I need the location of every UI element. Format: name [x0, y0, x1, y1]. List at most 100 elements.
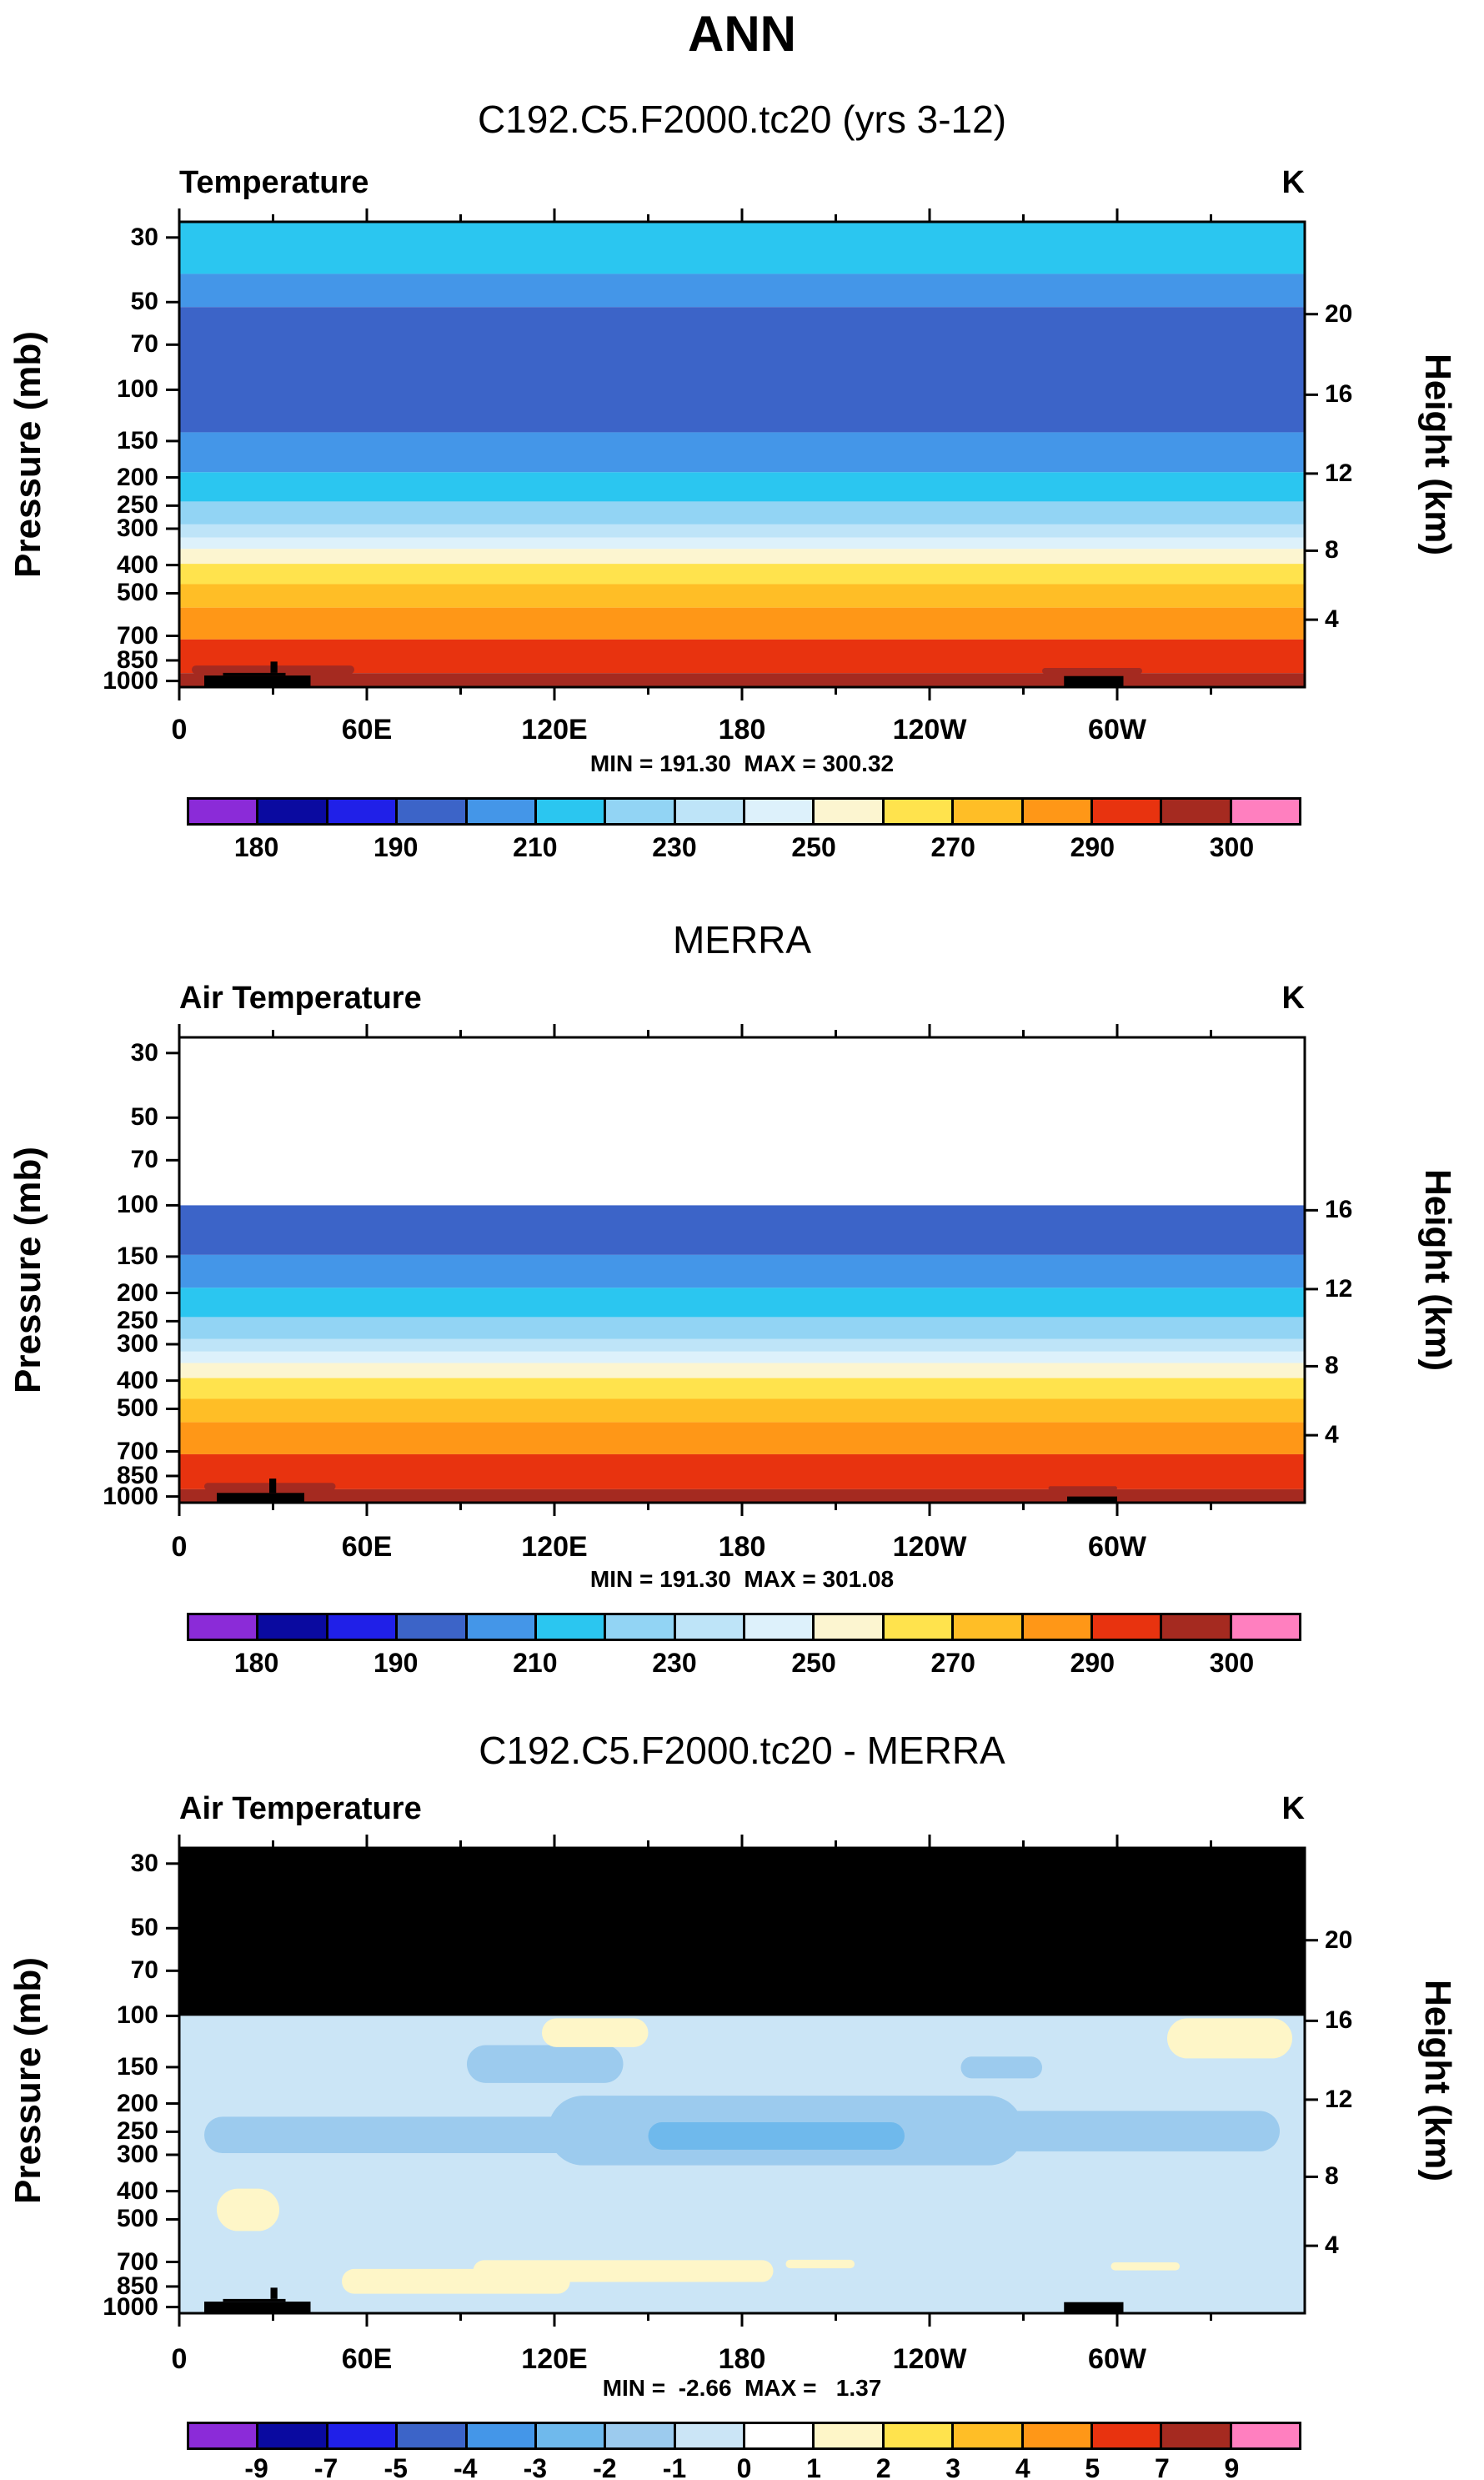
colorbar-segment [815, 1615, 885, 1639]
height-tick-label: 20 [1325, 299, 1353, 328]
colorbar-tick-label: 230 [652, 1648, 697, 1678]
diff-title: C192.C5.F2000.tc20 - MERRA [479, 1729, 1005, 1772]
colorbar-tick-label: -1 [662, 2453, 687, 2480]
colorbar-tick-label: 2 [875, 2453, 891, 2480]
height-tick-label: 4 [1325, 605, 1339, 634]
colorbar-tick-label: 210 [513, 1648, 558, 1678]
pressure-tick-label: 250 [116, 1307, 158, 1335]
panel-header-model: Temperature K [179, 165, 1305, 203]
temperature-colorbar [187, 1613, 1301, 1641]
pressure-axis-title: Pressure (mb) [8, 1147, 48, 1393]
pressure-tick-label: 700 [116, 1437, 158, 1465]
colorbar-tick-label: 5 [1085, 2453, 1100, 2480]
colorbar-segment [398, 800, 468, 823]
field-label: Temperature [179, 165, 369, 200]
colorbar-tick-label: 290 [1070, 832, 1116, 862]
units-label: K [1281, 165, 1305, 200]
plot-model [166, 208, 1318, 700]
temperature-colorbar [187, 797, 1301, 826]
pressure-tick-label: 500 [116, 1394, 158, 1423]
lon-tick-label: 0 [171, 714, 188, 746]
colorbar-segment [1092, 1615, 1163, 1639]
pressure-tick-label: 100 [116, 375, 158, 404]
pressure-axis-title: Pressure (mb) [8, 1957, 48, 2204]
longitude-axis-labels: 0 60E 120E 180 120W 60W [172, 714, 1305, 749]
colorbar-segment [675, 2424, 745, 2447]
pressure-tick-label: 850 [116, 1461, 158, 1489]
colorbar-segment [606, 800, 676, 823]
pressure-tick-label: 100 [116, 1191, 158, 1219]
pressure-tick-label: 200 [116, 463, 158, 491]
min-max-stats: MIN = 191.30 MAX = 301.08 [589, 1566, 895, 1592]
height-tick-label: 12 [1325, 2085, 1353, 2113]
colorbar-segment [954, 1615, 1024, 1639]
colorbar-tick-label: 270 [930, 832, 975, 862]
colorbar-tick-label: 230 [652, 832, 697, 862]
height-tick-label: 12 [1325, 1274, 1353, 1303]
min-max-stats: MIN = -2.66 MAX = 1.37 [602, 2375, 882, 2401]
lon-tick-label: 60E [341, 1531, 393, 1563]
colorbar-segment [675, 800, 745, 823]
pressure-tick-label: 30 [130, 1849, 158, 1877]
pressure-tick-label: 1000 [103, 666, 158, 695]
height-tick-label: 4 [1325, 2231, 1339, 2260]
pressure-tick-label: 200 [116, 1278, 158, 1307]
colorbar-segment [1231, 1615, 1299, 1639]
colorbar-tick-label: 270 [930, 1648, 975, 1678]
colorbar-segment [675, 1615, 745, 1639]
height-tick-label: 8 [1325, 536, 1339, 565]
pressure-tick-label: 850 [116, 2272, 158, 2300]
pressure-tick-label: 500 [116, 579, 158, 607]
difference-colorbar [187, 2422, 1301, 2450]
colorbar-segment [954, 800, 1024, 823]
pressure-tick-label: 300 [116, 1330, 158, 1358]
temperature-colorbar-labels: 180 190 210 230 250 270 290 300 [187, 1648, 1301, 1681]
pressure-tick-label: 700 [116, 2247, 158, 2276]
height-tick-label: 16 [1325, 380, 1353, 409]
colorbar-segment [189, 1615, 259, 1639]
colorbar-tick-label: 190 [373, 1648, 419, 1678]
colorbar-tick-label: 190 [373, 832, 419, 862]
colorbar-tick-label: 250 [791, 1648, 836, 1678]
pressure-axis-labels: 30 50 70 100 150 200 250 300 400 500 700 850 1000 [0, 1037, 158, 1509]
colorbar-segment [745, 1615, 815, 1639]
pressure-tick-label: 100 [116, 2001, 158, 2030]
pressure-tick-label: 500 [116, 2205, 158, 2233]
colorbar-tick-label: 7 [1154, 2453, 1170, 2480]
colorbar-segment [954, 2424, 1024, 2447]
colorbar-segment [815, 800, 885, 823]
pressure-tick-label: 700 [116, 621, 158, 650]
pressure-tick-label: 250 [116, 2117, 158, 2146]
height-tick-label: 16 [1325, 2006, 1353, 2035]
colorbar-segment [258, 1615, 328, 1639]
merra-title: MERRA [672, 918, 812, 961]
lon-tick-label: 60W [1088, 2343, 1146, 2375]
colorbar-segment [1092, 800, 1163, 823]
colorbar-segment [189, 800, 259, 823]
lon-tick-label: 120E [521, 714, 588, 746]
panel-header-diff: Air Temperature K [179, 1791, 1305, 1830]
colorbar-tick-label: 300 [1209, 832, 1255, 862]
colorbar-segment [328, 2424, 399, 2447]
pressure-tick-label: 30 [130, 1038, 158, 1067]
colorbar-segment [884, 1615, 955, 1639]
pressure-tick-label: 150 [116, 426, 158, 454]
lon-tick-label: 60W [1088, 714, 1146, 746]
colorbar-segment [1023, 1615, 1093, 1639]
colorbar-segment [328, 1615, 399, 1639]
colorbar-tick-label: 210 [513, 832, 558, 862]
pressure-axis-title: Pressure (mb) [8, 331, 48, 578]
colorbar-segment [884, 2424, 955, 2447]
plot-canvas-model [166, 208, 1318, 700]
plot-diff [166, 1835, 1318, 2327]
figure-title: ANN [688, 6, 796, 62]
colorbar-segment [1162, 800, 1232, 823]
colorbar-segment [467, 800, 537, 823]
pressure-tick-label: 50 [130, 288, 158, 316]
lon-tick-label: 60E [341, 2343, 393, 2375]
colorbar-segment [1092, 2424, 1163, 2447]
colorbar-segment [258, 800, 328, 823]
colorbar-tick-label: 0 [736, 2453, 752, 2480]
lon-tick-label: 180 [718, 2343, 766, 2375]
